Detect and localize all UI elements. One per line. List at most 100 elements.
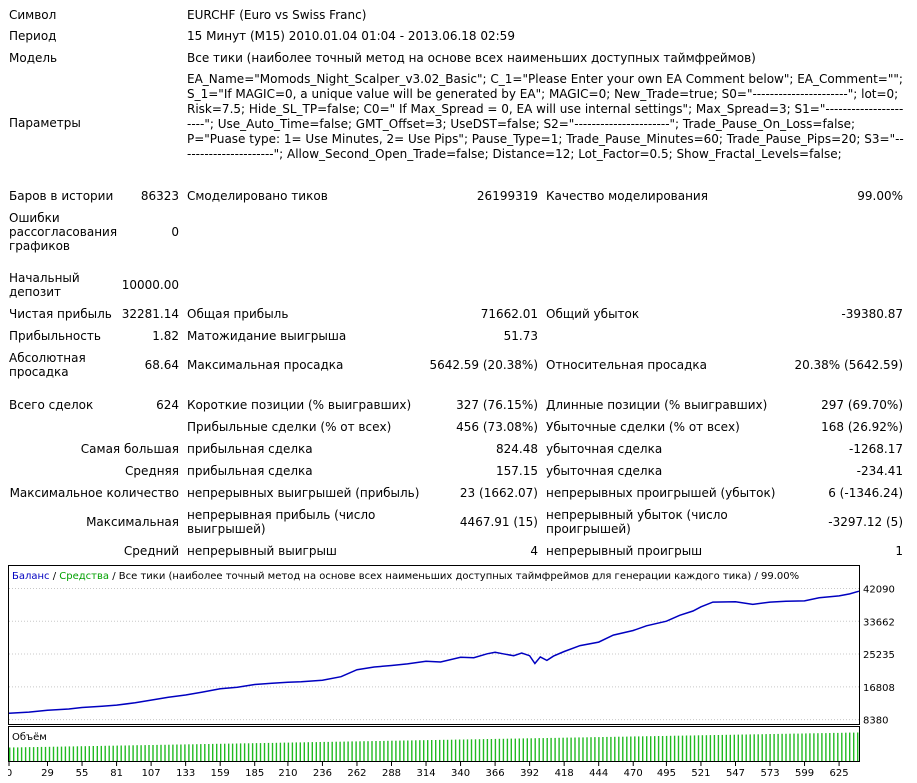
- x-tick-label: 0: [8, 768, 12, 779]
- x-tick-label: 599: [795, 768, 814, 779]
- volume-bar: [713, 735, 716, 761]
- volume-bar: [733, 734, 735, 761]
- symbol-value: EURCHF (Euro vs Swiss Franc): [187, 8, 367, 22]
- gross-loss-label: Общий убыток: [546, 307, 640, 321]
- volume-bar: [212, 743, 214, 761]
- period-value: 15 Минут (M15) 2010.01.04 01:04 - 2013.0…: [187, 29, 515, 43]
- gross-profit-value: 71662.01: [480, 307, 538, 321]
- volume-bar: [602, 737, 604, 761]
- net-profit-label: Чистая прибыль: [9, 307, 112, 321]
- volume-bar: [427, 740, 429, 761]
- abs-drawdown-label: Абсолютная просадка: [9, 351, 86, 379]
- bars-value: 86323: [140, 189, 179, 203]
- y-tick-label: 8380: [863, 716, 888, 727]
- cons-profit-value: 4467.91 (15): [459, 515, 538, 529]
- volume-bar: [120, 745, 122, 761]
- volume-bar: [156, 744, 158, 761]
- volume-bar: [335, 741, 337, 761]
- volume-bar: [781, 733, 783, 761]
- volume-bar: [331, 741, 333, 761]
- volume-bar: [470, 739, 473, 761]
- volume-bar: [128, 745, 130, 761]
- gross-profit-label: Общая прибыль: [187, 307, 289, 321]
- avg-cons-wins-value: 4: [530, 544, 538, 558]
- volume-bar: [681, 735, 684, 761]
- volume-bar: [562, 737, 564, 761]
- volume-bar: [100, 745, 102, 761]
- volume-bar: [550, 737, 552, 761]
- profit-factor-label: Прибыльность: [9, 329, 101, 343]
- volume-bar: [554, 737, 556, 761]
- volume-bar: [546, 738, 548, 761]
- volume-bar: [383, 740, 385, 761]
- volume-bar: [661, 736, 664, 761]
- errors-value: 0: [171, 225, 179, 239]
- volume-bar: [446, 739, 449, 761]
- volume-bar: [415, 740, 417, 761]
- volume-bar: [482, 739, 485, 761]
- volume-bar: [705, 735, 708, 761]
- legend-sep: /: [109, 571, 119, 582]
- x-tick-label: 29: [41, 768, 54, 779]
- volume-bar: [614, 736, 616, 761]
- volume-bar: [570, 737, 572, 761]
- volume-bar: [96, 746, 98, 761]
- deposit-label: Начальный депозит: [9, 271, 80, 299]
- cons-wins-label: непрерывных выигрышей (прибыль): [187, 486, 420, 500]
- volume-bar: [188, 744, 190, 761]
- max-count-label: Максимальное количество: [9, 486, 179, 500]
- x-tick-label: 210: [278, 768, 297, 779]
- params-value: EA_Name="Momods_Night_Scalper_v3.02_Basi…: [187, 72, 904, 161]
- volume-bar: [578, 737, 580, 761]
- period-label: Период: [9, 29, 57, 43]
- volume-bar: [837, 732, 839, 761]
- volume-bar: [327, 741, 329, 761]
- volume-bar: [307, 742, 309, 761]
- long-positions-value: 297 (69.70%): [821, 398, 903, 412]
- main-plot-frame: [8, 565, 860, 725]
- y-tick-label: 33662: [863, 617, 895, 628]
- volume-bar: [13, 747, 15, 761]
- volume-bar: [522, 738, 524, 761]
- volume-bar: [466, 739, 469, 761]
- volume-bar: [833, 732, 835, 761]
- average-label: Средняя: [125, 464, 179, 478]
- volume-bar: [319, 742, 321, 761]
- volume-bar: [638, 736, 640, 761]
- expected-payoff-value: 51.73: [503, 329, 538, 343]
- volume-bar: [498, 738, 501, 761]
- largest-profit-label: прибыльная сделка: [187, 442, 313, 456]
- volume-bar: [287, 742, 290, 761]
- volume-bar: [721, 734, 723, 761]
- maximal-label: Максимальная: [86, 515, 179, 529]
- volume-bar: [84, 746, 86, 761]
- ticks-value: 26199319: [476, 189, 538, 203]
- volume-bar: [817, 733, 819, 761]
- volume-bar: [849, 732, 851, 761]
- volume-bar: [172, 744, 174, 761]
- volume-bar: [506, 738, 509, 761]
- long-positions-label: Длинные позиции (% выигравших): [546, 398, 768, 412]
- rel-drawdown-label: Относительная просадка: [546, 358, 708, 372]
- volume-bar: [654, 736, 656, 761]
- volume-bar: [657, 736, 660, 761]
- volume-bar: [709, 735, 712, 761]
- volume-bar: [164, 744, 166, 761]
- volume-bar: [598, 737, 600, 761]
- x-tick-label: 81: [110, 768, 123, 779]
- volume-bar: [462, 739, 465, 761]
- deposit-value: 10000.00: [121, 278, 179, 292]
- volume-bar: [797, 733, 799, 761]
- volume-bar: [443, 739, 445, 761]
- legend-description: Все тики (наиболее точный метод на основ…: [119, 571, 752, 582]
- legend-equity: Средства: [59, 571, 109, 582]
- volume-bar: [60, 746, 63, 761]
- volume-bar: [259, 743, 262, 761]
- x-tick-label: 444: [589, 768, 608, 779]
- volume-bar: [235, 743, 238, 761]
- volume-bar: [124, 745, 126, 761]
- x-tick-label: 625: [830, 768, 849, 779]
- volume-bar: [391, 740, 393, 761]
- profit-trades-label: Прибыльные сделки (% от всех): [187, 420, 392, 434]
- volume-bar: [180, 744, 182, 761]
